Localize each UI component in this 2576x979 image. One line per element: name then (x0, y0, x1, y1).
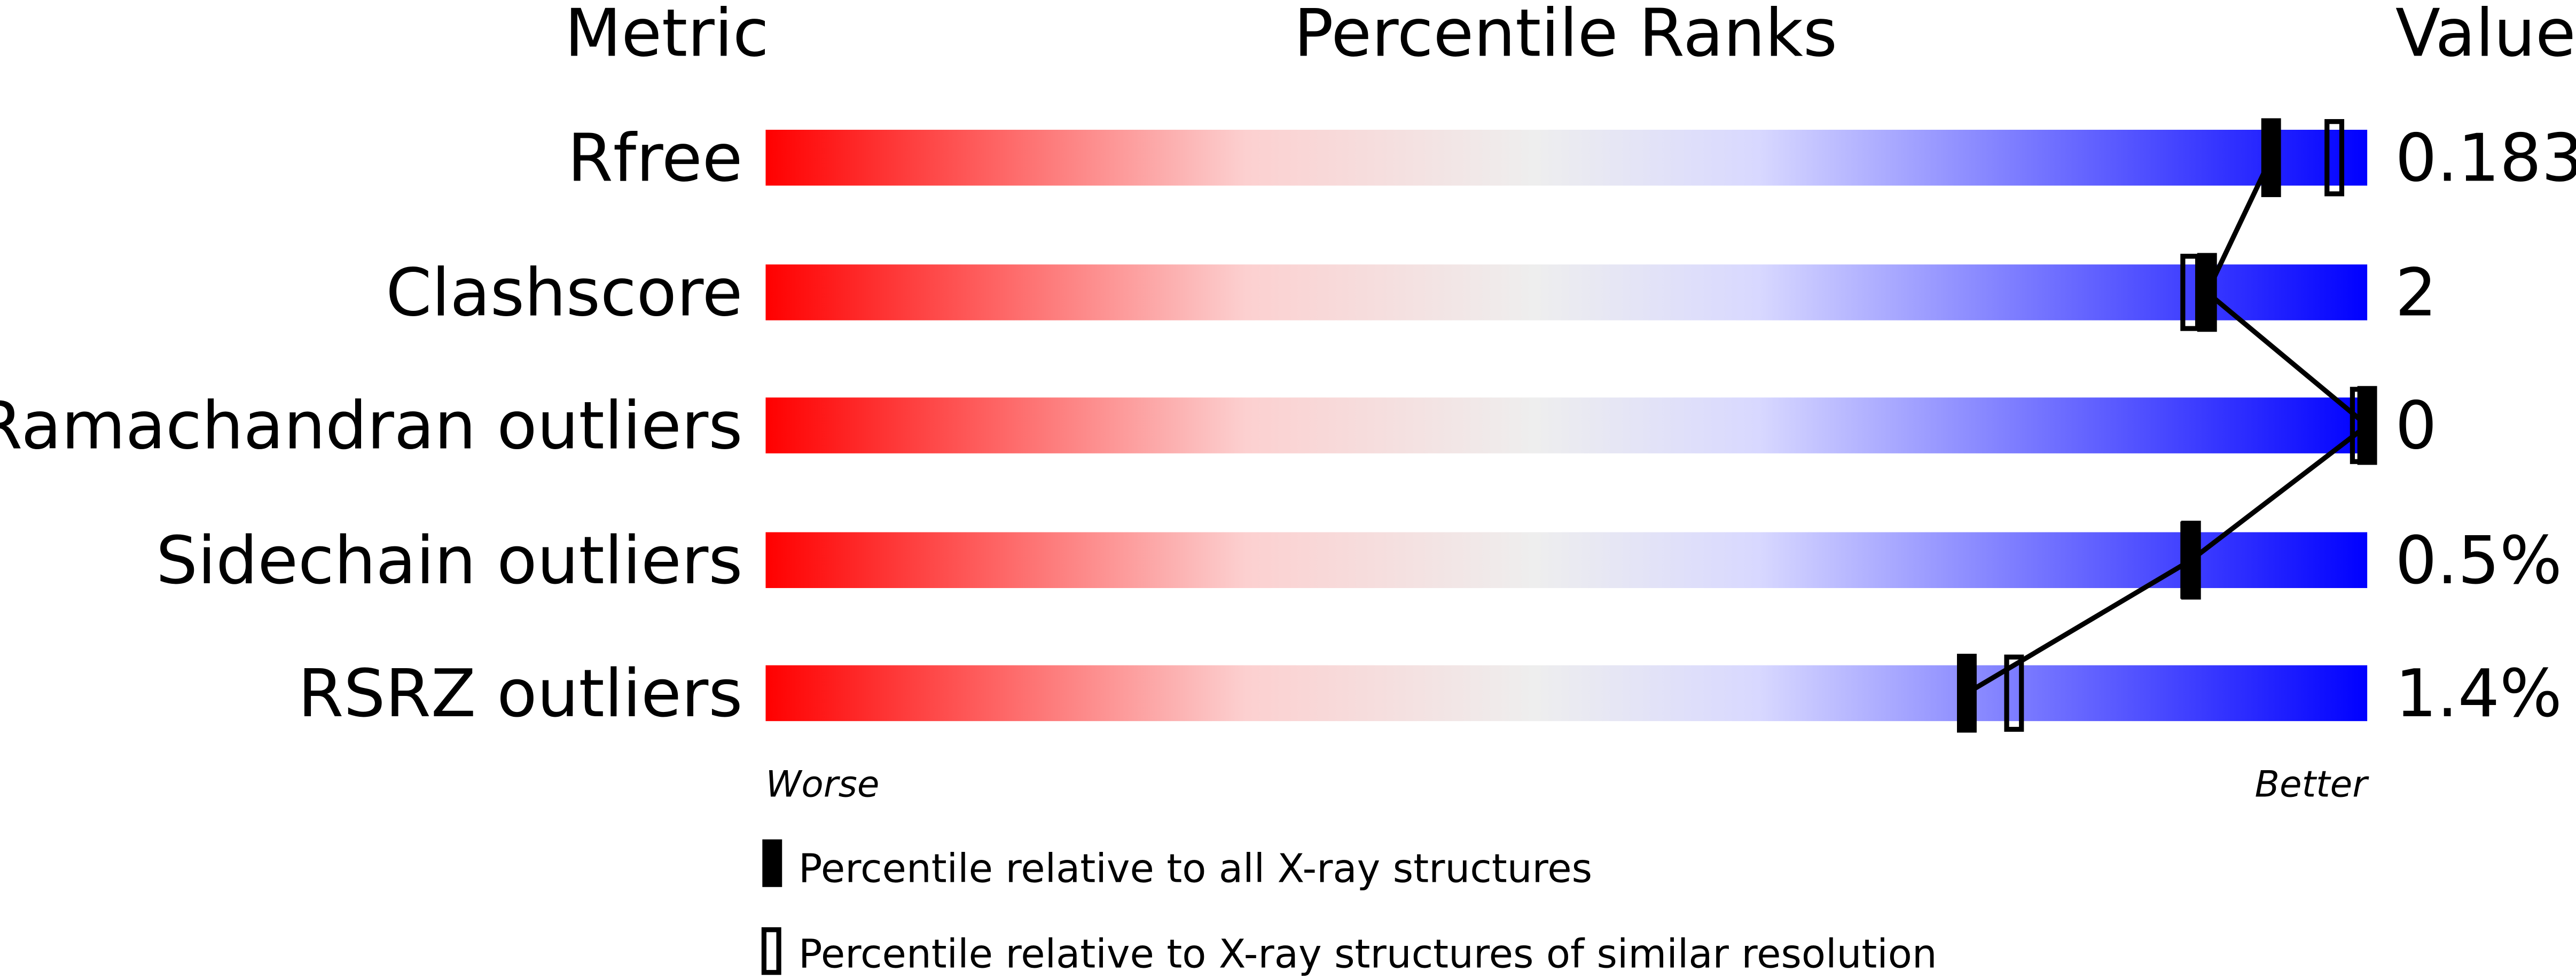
all-structures-marker (2181, 520, 2201, 600)
percentile-bar (765, 397, 2368, 453)
value-label: 0.5% (2395, 523, 2562, 599)
value-label: 0 (2395, 388, 2437, 465)
legend-open-label: Percentile relative to X-ray structures … (798, 931, 1937, 977)
better-label: Better (2255, 763, 2370, 805)
metric-label: Clashscore (386, 255, 742, 331)
all-structures-marker (2197, 253, 2217, 332)
value-label: 1.4% (2395, 656, 2562, 732)
all-structures-marker (2261, 118, 2281, 198)
percentile-bar (765, 532, 2368, 589)
metric-label: Rfree (567, 120, 742, 197)
metric-label: Ramachandran outliers (0, 388, 742, 465)
value-label: 2 (2395, 255, 2437, 331)
value-label: 0.183 (2395, 120, 2576, 197)
metric-label: Sidechain outliers (156, 523, 742, 599)
percentile-bar (765, 129, 2368, 186)
similar-resolution-marker (2004, 654, 2024, 732)
percentile-bar (765, 264, 2368, 320)
all-structures-marker (2357, 386, 2377, 465)
legend-open-marker (761, 927, 781, 975)
metric-header: Metric (565, 0, 769, 72)
percentile-bar (765, 665, 2368, 722)
legend-filled-marker (762, 839, 782, 887)
value-header: Value (2395, 0, 2576, 72)
chart-title: Percentile Ranks (1294, 0, 1837, 72)
worse-label: Worse (765, 763, 879, 805)
legend-filled-label: Percentile relative to all X-ray structu… (798, 846, 1592, 892)
all-structures-marker (1956, 654, 1977, 733)
similar-resolution-marker (2324, 119, 2345, 197)
metric-label: RSRZ outliers (298, 656, 743, 732)
